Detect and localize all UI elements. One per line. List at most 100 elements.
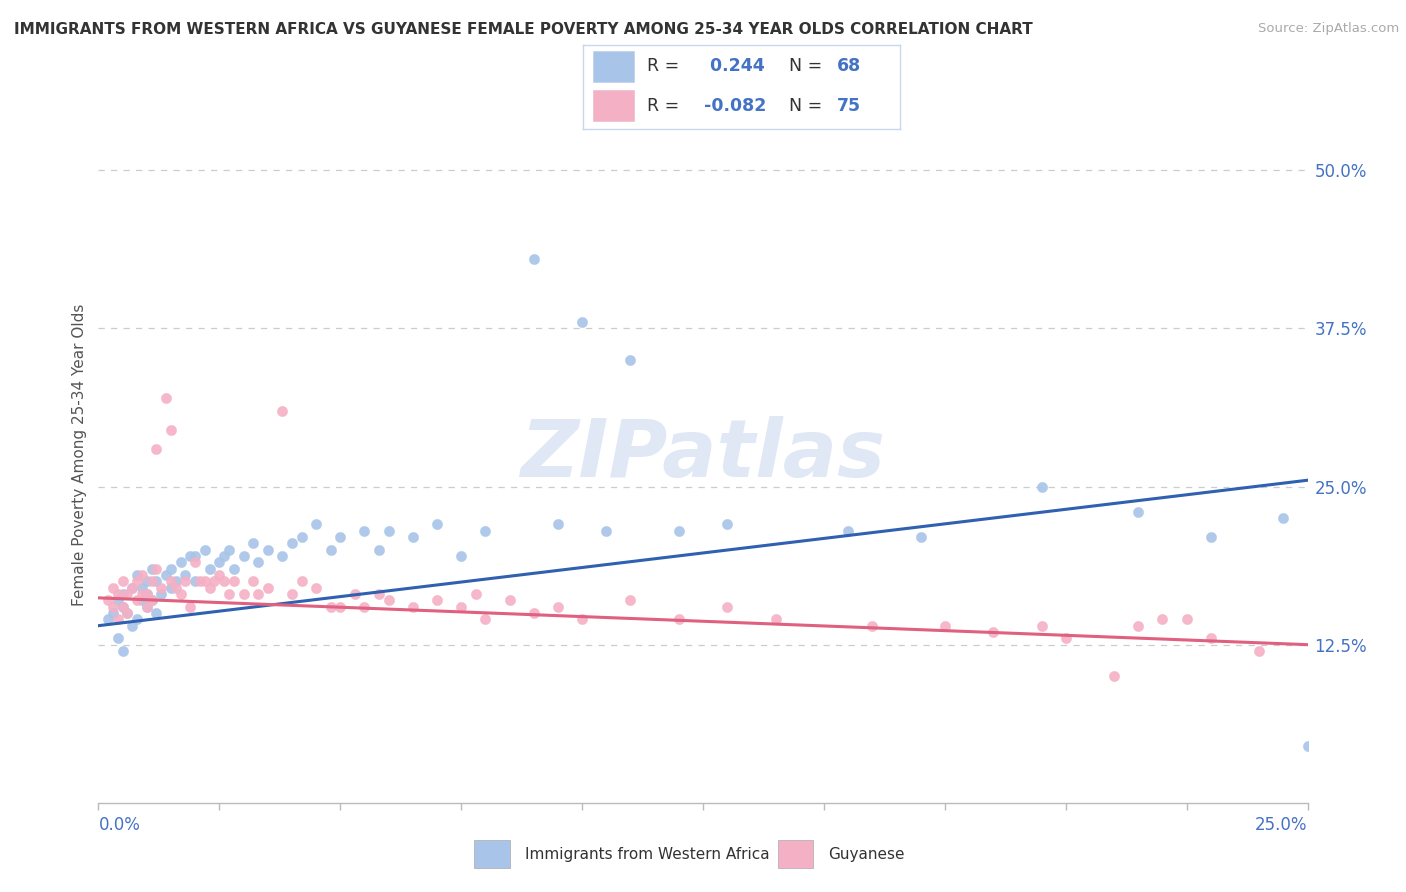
Point bbox=[571, 612, 593, 626]
Point bbox=[141, 593, 163, 607]
Point bbox=[619, 353, 641, 368]
Point bbox=[165, 574, 187, 589]
Point bbox=[107, 593, 129, 607]
Point bbox=[426, 517, 449, 532]
Point bbox=[121, 581, 143, 595]
Point bbox=[290, 530, 312, 544]
Point bbox=[353, 524, 375, 538]
Point bbox=[305, 517, 328, 532]
Point bbox=[131, 568, 153, 582]
Point bbox=[343, 587, 366, 601]
Point bbox=[523, 606, 546, 620]
Point bbox=[117, 606, 139, 620]
Point bbox=[910, 530, 932, 544]
Point bbox=[837, 524, 859, 538]
Text: 0.0%: 0.0% bbox=[98, 816, 141, 834]
Point bbox=[1054, 632, 1077, 646]
Text: R =: R = bbox=[647, 96, 679, 114]
Point bbox=[179, 549, 201, 563]
Point bbox=[169, 587, 191, 601]
Point bbox=[242, 574, 264, 589]
Point bbox=[1102, 669, 1125, 683]
Point bbox=[329, 530, 352, 544]
Point bbox=[127, 612, 149, 626]
Point bbox=[256, 542, 278, 557]
Point bbox=[860, 618, 883, 632]
Point bbox=[377, 593, 399, 607]
Point bbox=[1296, 739, 1319, 753]
Point bbox=[208, 568, 231, 582]
Point bbox=[107, 612, 129, 626]
Point bbox=[498, 593, 520, 607]
Point bbox=[1031, 618, 1053, 632]
Point bbox=[450, 599, 472, 614]
Point bbox=[716, 599, 738, 614]
Point bbox=[117, 587, 139, 601]
Point bbox=[1199, 530, 1222, 544]
Point bbox=[111, 574, 134, 589]
Point bbox=[155, 568, 177, 582]
Point bbox=[204, 574, 226, 589]
Point bbox=[198, 581, 221, 595]
Point bbox=[1152, 612, 1174, 626]
Point bbox=[319, 542, 342, 557]
Point bbox=[981, 625, 1004, 640]
Point bbox=[127, 593, 149, 607]
Point bbox=[174, 574, 197, 589]
Point bbox=[160, 581, 183, 595]
Point bbox=[135, 599, 157, 614]
Point bbox=[464, 587, 486, 601]
Point bbox=[1199, 632, 1222, 646]
Point bbox=[145, 606, 167, 620]
Point bbox=[165, 581, 187, 595]
Point bbox=[208, 556, 231, 570]
Point bbox=[179, 599, 201, 614]
Text: R =: R = bbox=[647, 57, 679, 75]
Point bbox=[160, 423, 183, 437]
Point bbox=[1272, 511, 1295, 525]
Point bbox=[101, 599, 124, 614]
Point bbox=[121, 581, 143, 595]
Point bbox=[716, 517, 738, 532]
Point bbox=[131, 587, 153, 601]
Point bbox=[141, 593, 163, 607]
Point bbox=[271, 403, 294, 417]
Point bbox=[426, 593, 449, 607]
Text: -0.082: -0.082 bbox=[704, 96, 766, 114]
Point bbox=[121, 618, 143, 632]
Point bbox=[571, 315, 593, 329]
Point bbox=[368, 587, 391, 601]
Point bbox=[97, 612, 120, 626]
Point bbox=[256, 581, 278, 595]
Text: 0.244: 0.244 bbox=[704, 57, 765, 75]
Text: Guyanese: Guyanese bbox=[828, 847, 905, 862]
Point bbox=[247, 556, 270, 570]
Point bbox=[232, 549, 254, 563]
Point bbox=[377, 524, 399, 538]
Point bbox=[135, 599, 157, 614]
Text: Immigrants from Western Africa: Immigrants from Western Africa bbox=[524, 847, 769, 862]
Text: 68: 68 bbox=[837, 57, 860, 75]
Point bbox=[523, 252, 546, 266]
Point bbox=[934, 618, 956, 632]
Point bbox=[402, 530, 425, 544]
Point bbox=[174, 568, 197, 582]
Text: N =: N = bbox=[789, 96, 823, 114]
Point bbox=[145, 442, 167, 456]
Point bbox=[668, 612, 690, 626]
Point bbox=[450, 549, 472, 563]
Text: IMMIGRANTS FROM WESTERN AFRICA VS GUYANESE FEMALE POVERTY AMONG 25-34 YEAR OLDS : IMMIGRANTS FROM WESTERN AFRICA VS GUYANE… bbox=[14, 22, 1033, 37]
Point bbox=[222, 562, 245, 576]
Point bbox=[131, 581, 153, 595]
Point bbox=[194, 574, 217, 589]
Point bbox=[619, 593, 641, 607]
Point bbox=[368, 542, 391, 557]
Point bbox=[353, 599, 375, 614]
Point bbox=[184, 556, 207, 570]
Point bbox=[305, 581, 328, 595]
Point bbox=[127, 568, 149, 582]
Point bbox=[111, 599, 134, 614]
Point bbox=[111, 644, 134, 658]
Point bbox=[131, 593, 153, 607]
FancyBboxPatch shape bbox=[593, 89, 634, 120]
